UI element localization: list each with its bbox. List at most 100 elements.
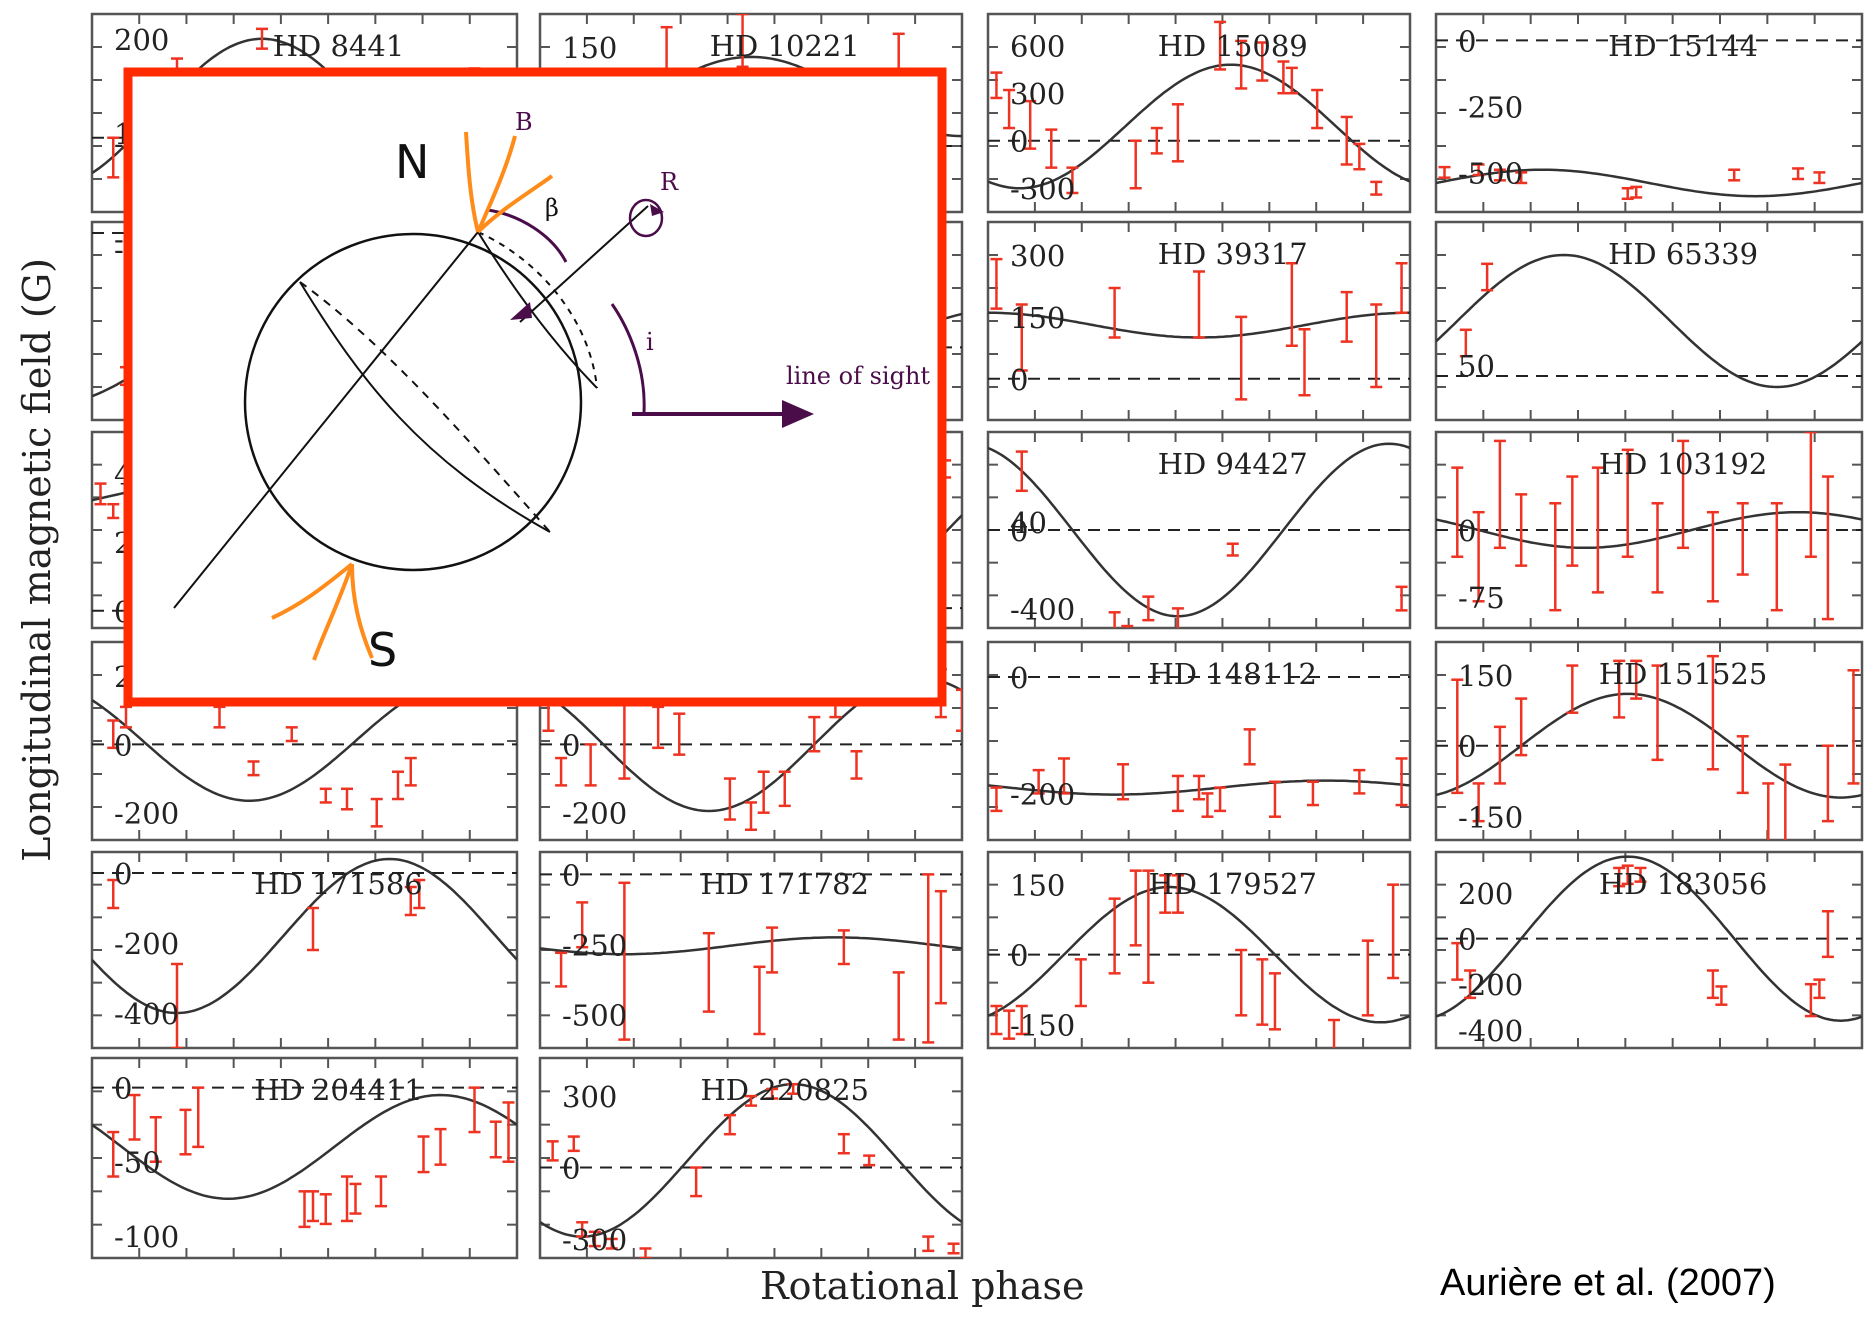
- data-point: [639, 1247, 652, 1258]
- data-point: [1566, 475, 1579, 567]
- data-point: [1472, 163, 1485, 177]
- y-tick-label: -250: [562, 928, 627, 962]
- data-point: [1193, 270, 1205, 339]
- data-point: [256, 27, 268, 50]
- data-point: [1613, 866, 1626, 888]
- data-point: [107, 719, 120, 750]
- y-tick-label: 300: [562, 1080, 617, 1114]
- data-point: [990, 1004, 1003, 1036]
- star-name: HD 32650: [710, 237, 860, 271]
- star-name: HD 220825: [701, 1073, 869, 1107]
- panel: 600 300 0 -300 HD 15089: [986, 12, 1412, 214]
- data-point: [1171, 607, 1184, 628]
- data-point: [1821, 910, 1834, 959]
- data-point: [417, 1135, 430, 1174]
- star-name: HD 10221: [710, 29, 860, 63]
- model-curve: [1436, 168, 1862, 198]
- star-name: HD 151525: [1599, 657, 1767, 691]
- panel-plot-area: [92, 1086, 517, 1229]
- data-point: [723, 1113, 736, 1136]
- data-point: [413, 878, 426, 910]
- panel-plot-area: [92, 857, 517, 1048]
- data-point: [1361, 939, 1374, 1017]
- x-axis-label: Rotational phase: [760, 1264, 1085, 1308]
- data-point: [149, 1116, 162, 1163]
- data-point: [375, 1175, 387, 1208]
- data-point: [837, 929, 850, 966]
- star-name: HD 103192: [1599, 447, 1767, 481]
- data-point: [319, 1193, 332, 1226]
- data-point: [434, 1127, 447, 1166]
- data-point: [990, 786, 1003, 813]
- panel: 400 -400 HD 94427: [986, 430, 1412, 630]
- panel-plot-area: [988, 869, 1410, 1048]
- data-point: [1201, 792, 1214, 818]
- star-name: HD 108945: [701, 657, 869, 691]
- star-name: HD 148112: [1149, 657, 1317, 691]
- data-point: [922, 1235, 935, 1253]
- data-point: [1451, 941, 1464, 981]
- panel-plot-area: [1436, 253, 1862, 389]
- data-point: [404, 885, 417, 917]
- data-point: [1108, 286, 1121, 339]
- data-point: [1387, 883, 1400, 980]
- data-point: [1804, 432, 1817, 558]
- panel: 300 0 -300 HD 220825: [538, 1056, 964, 1260]
- star-name: HD 171782: [701, 867, 869, 901]
- data-point: [588, 1230, 601, 1248]
- data-point: [1370, 180, 1383, 196]
- data-point: [576, 1221, 589, 1238]
- data-point: [1493, 725, 1506, 785]
- y-tick-label: -400: [1010, 592, 1075, 626]
- y-tick-label: -150: [1010, 1009, 1075, 1043]
- data-point: [1779, 763, 1792, 840]
- data-point: [1813, 171, 1826, 185]
- y-tick-label: -10: [114, 127, 161, 161]
- data-point: [1214, 20, 1227, 71]
- data-point: [1226, 542, 1239, 557]
- data-point: [179, 1108, 192, 1156]
- y-tick-label: -200: [114, 797, 179, 831]
- data-point: [1074, 958, 1087, 1008]
- y-tick-label: 0: [562, 331, 580, 365]
- data-point: [1804, 982, 1817, 1018]
- data-point: [213, 705, 226, 729]
- data-point: [1821, 744, 1834, 823]
- data-point: [690, 1166, 703, 1198]
- data-point: [1285, 66, 1298, 95]
- star-name: HD 94427: [1158, 447, 1308, 481]
- y-tick-label: 0: [1458, 923, 1476, 957]
- data-point: [1003, 88, 1016, 130]
- data-point: [1340, 115, 1353, 166]
- panel-plot-area: [1436, 654, 1862, 840]
- data-point: [1306, 780, 1319, 807]
- panel-plot-area: [988, 675, 1410, 818]
- data-point: [766, 926, 779, 974]
- data-point: [1256, 41, 1269, 82]
- y-tick-label: 75: [562, 282, 599, 316]
- data-point: [285, 726, 298, 743]
- panel: 150 75 0 -75 HD 32650: [538, 220, 964, 422]
- data-point: [1214, 786, 1227, 813]
- data-point: [1472, 510, 1485, 603]
- panel: 200 0 -200 HD 103498: [90, 640, 519, 842]
- data-point: [1057, 757, 1070, 795]
- data-point: [192, 1086, 205, 1149]
- y-tick-label: 400: [114, 457, 169, 491]
- y-tick-label: -75: [1458, 581, 1505, 615]
- data-point: [1736, 502, 1749, 576]
- panel: 0 -250 -500 HD 15144: [1434, 12, 1864, 214]
- panel: 0 -200 HD 148112: [986, 640, 1412, 842]
- y-tick-label: -200: [1458, 968, 1523, 1002]
- data-point: [576, 901, 589, 949]
- data-point: [1651, 502, 1664, 594]
- data-point: [1566, 664, 1579, 714]
- y-tick-label: 200: [114, 526, 169, 560]
- y-tick-label: -200: [1010, 777, 1075, 811]
- data-point: [307, 1190, 319, 1223]
- star-name: HD 8441: [273, 29, 405, 63]
- data-point: [1015, 1004, 1028, 1036]
- y-tick-label: -250: [1458, 90, 1523, 124]
- data-point: [850, 749, 863, 780]
- data-point: [1370, 303, 1383, 389]
